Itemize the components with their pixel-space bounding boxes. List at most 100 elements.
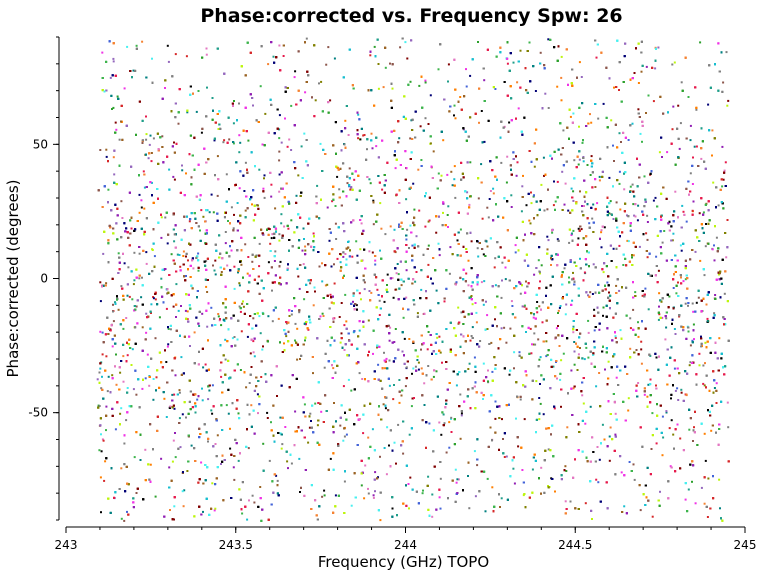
scatter-point: [703, 432, 706, 435]
scatter-point: [367, 319, 370, 322]
scatter-point: [417, 368, 420, 371]
scatter-point: [383, 351, 385, 354]
scatter-point: [406, 57, 409, 60]
scatter-point: [420, 348, 422, 351]
scatter-point: [707, 477, 710, 480]
scatter-point: [547, 239, 550, 242]
scatter-point: [556, 238, 559, 241]
scatter-point: [279, 432, 282, 435]
scatter-point: [623, 188, 626, 191]
scatter-point: [321, 312, 324, 315]
scatter-point: [347, 378, 350, 381]
scatter-point: [105, 155, 108, 158]
scatter-point: [112, 156, 115, 159]
scatter-point: [513, 482, 516, 485]
scatter-point: [629, 347, 632, 350]
scatter-point: [482, 303, 485, 306]
scatter-point: [577, 237, 580, 240]
scatter-point: [573, 159, 576, 162]
scatter-point: [268, 228, 271, 231]
scatter-point: [248, 382, 251, 384]
scatter-point: [540, 183, 543, 186]
scatter-point: [646, 238, 649, 241]
scatter-point: [640, 340, 643, 343]
scatter-point: [647, 383, 650, 386]
scatter-point: [618, 170, 621, 173]
scatter-point: [186, 470, 189, 472]
scatter-point: [512, 61, 515, 64]
scatter-point: [135, 44, 138, 47]
scatter-point: [453, 178, 456, 181]
scatter-point: [111, 345, 114, 348]
scatter-point: [652, 100, 655, 103]
scatter-point: [183, 489, 186, 492]
scatter-point: [314, 99, 317, 102]
scatter-point: [213, 269, 216, 272]
scatter-point: [542, 413, 545, 416]
scatter-point: [152, 378, 155, 380]
scatter-point: [150, 152, 153, 154]
scatter-point: [577, 163, 580, 166]
scatter-point: [562, 129, 565, 132]
scatter-point: [600, 229, 603, 232]
scatter-point: [569, 500, 572, 503]
scatter-point: [320, 80, 323, 83]
scatter-point: [220, 324, 223, 327]
scatter-point: [582, 160, 585, 163]
scatter-point: [469, 339, 472, 342]
scatter-point: [707, 103, 710, 106]
scatter-point: [126, 387, 129, 389]
scatter-point: [304, 249, 307, 252]
scatter-point: [201, 399, 204, 402]
scatter-point: [375, 145, 378, 148]
scatter-point: [494, 257, 497, 260]
scatter-point: [391, 87, 394, 90]
scatter-point: [100, 450, 103, 453]
scatter-point: [397, 423, 400, 426]
scatter-point: [412, 367, 415, 370]
scatter-point: [210, 193, 213, 196]
scatter-point: [232, 122, 235, 125]
scatter-point: [334, 205, 337, 207]
scatter-point: [126, 510, 128, 513]
scatter-point: [357, 113, 360, 116]
scatter-point: [602, 271, 605, 274]
scatter-point: [329, 99, 332, 102]
scatter-point: [515, 174, 518, 177]
scatter-point: [596, 202, 599, 205]
scatter-point: [583, 271, 586, 274]
scatter-point: [711, 248, 714, 251]
scatter-point: [727, 99, 730, 102]
scatter-point: [614, 336, 617, 339]
scatter-point: [477, 197, 480, 200]
scatter-point: [448, 421, 451, 424]
scatter-point: [196, 398, 199, 401]
scatter-point: [572, 112, 575, 115]
scatter-point: [321, 495, 324, 498]
scatter-point: [513, 351, 516, 354]
scatter-point: [563, 267, 566, 270]
scatter-point: [352, 300, 354, 303]
scatter-point: [102, 252, 105, 255]
scatter-point: [510, 194, 513, 197]
scatter-point: [652, 199, 655, 202]
scatter-point: [172, 439, 175, 442]
scatter-point: [392, 296, 395, 299]
scatter-point: [445, 451, 448, 454]
scatter-point: [640, 70, 643, 73]
scatter-point: [587, 356, 590, 359]
scatter-point: [396, 263, 399, 265]
scatter-point: [572, 190, 575, 193]
scatter-point: [603, 226, 606, 229]
scatter-point: [402, 316, 405, 319]
scatter-point: [546, 248, 549, 251]
scatter-point: [547, 107, 550, 109]
scatter-point: [393, 341, 396, 343]
scatter-point: [676, 387, 679, 390]
scatter-point: [236, 202, 239, 204]
scatter-point: [457, 478, 460, 481]
scatter-point: [123, 519, 126, 522]
scatter-point: [98, 371, 101, 374]
scatter-point: [374, 259, 377, 262]
scatter-point: [410, 119, 413, 122]
